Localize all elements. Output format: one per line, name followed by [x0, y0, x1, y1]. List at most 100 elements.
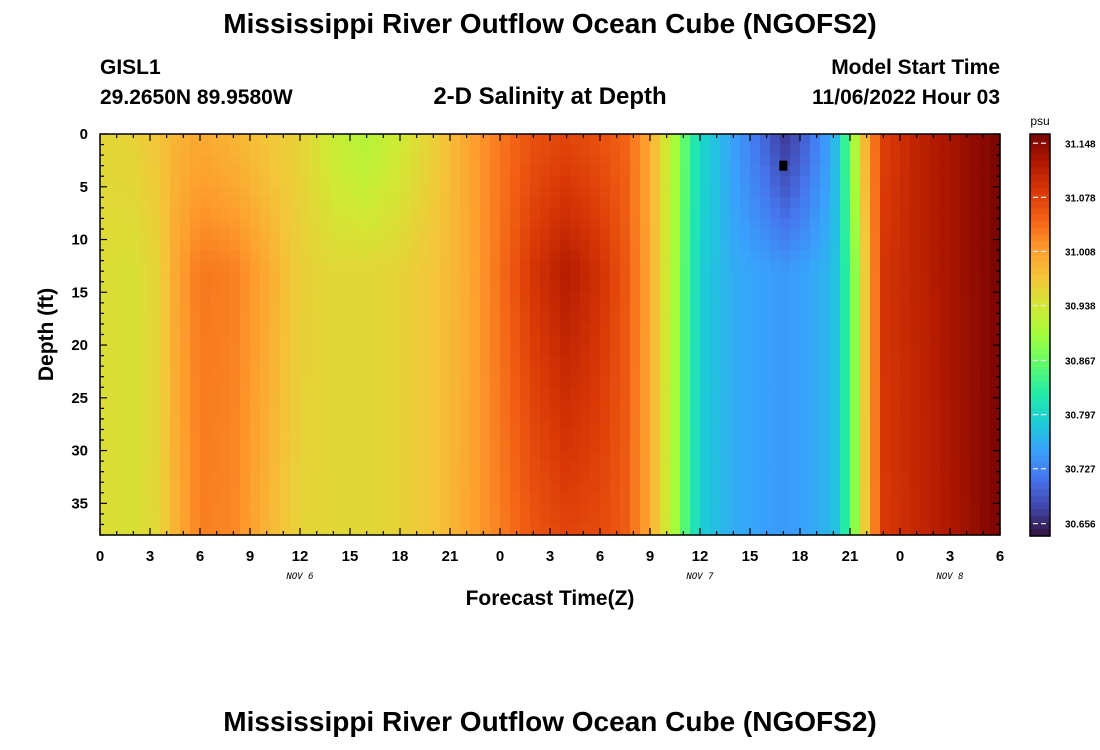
heatmap-cell — [620, 165, 631, 177]
heatmap-cell — [130, 334, 141, 346]
heatmap-cell — [610, 387, 621, 399]
heatmap-cell — [680, 302, 691, 314]
heatmap-cell — [290, 513, 301, 526]
heatmap-cell — [300, 186, 311, 198]
heatmap-cell — [650, 260, 661, 272]
heatmap-cell — [740, 450, 751, 462]
heatmap-cell — [920, 408, 931, 420]
heatmap-cell — [650, 471, 661, 483]
heatmap-cell — [580, 239, 591, 251]
heatmap-cell — [390, 260, 401, 272]
heatmap-cell — [650, 292, 661, 304]
heatmap-cell — [270, 228, 281, 241]
heatmap-cell — [750, 207, 761, 220]
heatmap-cell — [690, 176, 701, 188]
heatmap-cell — [960, 302, 971, 314]
heatmap-cell — [940, 440, 951, 452]
heatmap-cell — [440, 503, 451, 515]
heatmap-cell — [710, 387, 721, 399]
heatmap-cell — [220, 323, 231, 336]
heatmap-cell — [530, 440, 541, 452]
heatmap-cell — [840, 492, 851, 504]
heatmap-cell — [620, 323, 631, 336]
heatmap-cell — [570, 218, 581, 230]
heatmap-cell — [350, 271, 361, 283]
heatmap-cell — [180, 281, 191, 293]
heatmap-cell — [150, 228, 161, 241]
heatmap-cell — [130, 429, 141, 441]
heatmap-cell — [310, 397, 321, 409]
heatmap-cell — [180, 408, 191, 420]
heatmap-cell — [410, 440, 421, 452]
heatmap-cell — [590, 176, 601, 188]
heatmap-cell — [380, 482, 391, 494]
heatmap-cell — [570, 397, 581, 409]
heatmap-cell — [890, 144, 901, 156]
heatmap-cell — [290, 355, 301, 367]
heatmap-cell — [530, 281, 541, 293]
heatmap-cell — [770, 323, 781, 336]
heatmap-cell — [780, 144, 791, 156]
colorbar: 31.14831.07831.00830.93830.86730.79730.7… — [1029, 133, 1096, 537]
heatmap-cell — [340, 503, 351, 515]
heatmap-cell — [390, 334, 401, 346]
heatmap-cell — [700, 524, 711, 536]
heatmap-cell — [830, 292, 841, 304]
heatmap-cell — [470, 334, 481, 346]
heatmap-cell — [630, 155, 641, 167]
heatmap-cell — [910, 492, 921, 504]
heatmap-cell — [880, 482, 891, 494]
heatmap-cell — [920, 271, 931, 283]
heatmap-cell — [560, 218, 571, 230]
heatmap-cell — [290, 408, 301, 420]
heatmap-cell — [310, 408, 321, 420]
heatmap-cell — [360, 218, 371, 230]
heatmap-cell — [970, 429, 981, 441]
heatmap-cell — [760, 165, 771, 177]
heatmap-cell — [910, 397, 921, 409]
heatmap-cell — [380, 144, 391, 156]
heatmap-cell — [540, 345, 551, 357]
heatmap-cell — [280, 176, 291, 188]
heatmap-cell — [300, 144, 311, 156]
heatmap-cell — [220, 155, 231, 167]
heatmap-cell — [790, 355, 801, 367]
heatmap-cell — [310, 281, 321, 293]
heatmap-cell — [630, 376, 641, 388]
heatmap-cell — [430, 292, 441, 304]
heatmap-cell — [370, 260, 381, 272]
heatmap-cell — [100, 207, 111, 220]
heatmap-cell — [990, 450, 1001, 462]
heatmap-cell — [410, 260, 421, 272]
heatmap-cell — [830, 165, 841, 177]
heatmap-cell — [510, 197, 521, 209]
heatmap-cell — [960, 313, 971, 325]
heatmap-cell — [740, 461, 751, 473]
heatmap-cell — [270, 197, 281, 209]
heatmap-cell — [910, 503, 921, 515]
heatmap-cell — [720, 461, 731, 473]
heatmap-cell — [990, 228, 1001, 241]
heatmap-cell — [730, 345, 741, 357]
heatmap-cell — [510, 218, 521, 230]
heatmap-cell — [620, 334, 631, 346]
heatmap-cell — [200, 397, 211, 409]
heatmap-cell — [470, 461, 481, 473]
heatmap-cell — [440, 376, 451, 388]
heatmap-cell — [270, 271, 281, 283]
heatmap-cell — [730, 155, 741, 167]
heatmap-cell — [710, 408, 721, 420]
heatmap-cell — [720, 197, 731, 209]
heatmap-cell — [980, 134, 991, 146]
heatmap-cell — [730, 186, 741, 198]
heatmap-cell — [180, 418, 191, 431]
heatmap-cell — [690, 155, 701, 167]
heatmap-cell — [160, 165, 171, 177]
heatmap-cell — [770, 260, 781, 272]
heatmap-cell — [850, 513, 861, 526]
heatmap-cell — [540, 250, 551, 262]
heatmap-cell — [310, 323, 321, 336]
heatmap-cell — [200, 197, 211, 209]
heatmap-cell — [630, 492, 641, 504]
heatmap-cell — [400, 355, 411, 367]
